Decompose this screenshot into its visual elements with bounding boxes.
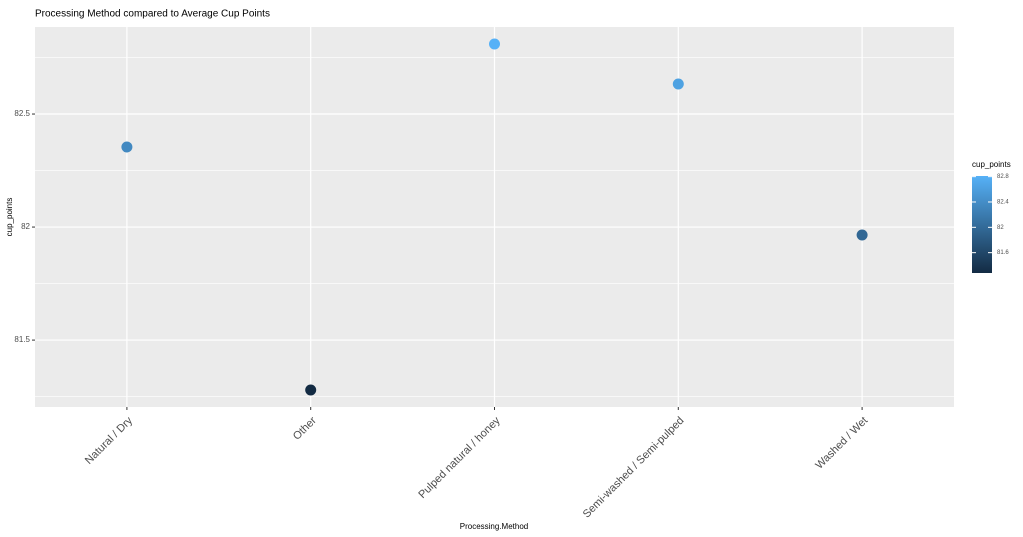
y-axis-label: cup_points xyxy=(5,198,14,237)
point xyxy=(121,141,133,153)
chart-title: Processing Method compared to Average Cu… xyxy=(35,9,270,20)
colorbar-label: 82.8 xyxy=(997,174,1009,180)
y-tick-label: 82.5 xyxy=(14,109,30,118)
point xyxy=(856,229,868,241)
x-tick-label: Other xyxy=(291,414,319,442)
colorbar xyxy=(972,176,992,273)
point xyxy=(305,384,317,396)
y-tick-label: 82 xyxy=(21,222,30,231)
colorbar-label: 82 xyxy=(997,225,1004,231)
point xyxy=(672,78,684,90)
point xyxy=(489,38,500,50)
colorbar-label: 82.4 xyxy=(997,200,1009,206)
x-tick-label: Semi-washed / Semi-pulped xyxy=(581,415,687,521)
y-tick-label: 81.5 xyxy=(14,335,30,344)
x-tick-label: Pulped natural / honey xyxy=(416,414,503,501)
x-tick-label: Natural / Dry xyxy=(83,414,135,466)
legend-title: cup_points xyxy=(972,160,1011,169)
colorbar-label: 81.6 xyxy=(997,250,1009,256)
x-tick-label: Washed / Wet xyxy=(813,415,870,472)
x-axis-label: Processing.Method xyxy=(460,522,528,531)
